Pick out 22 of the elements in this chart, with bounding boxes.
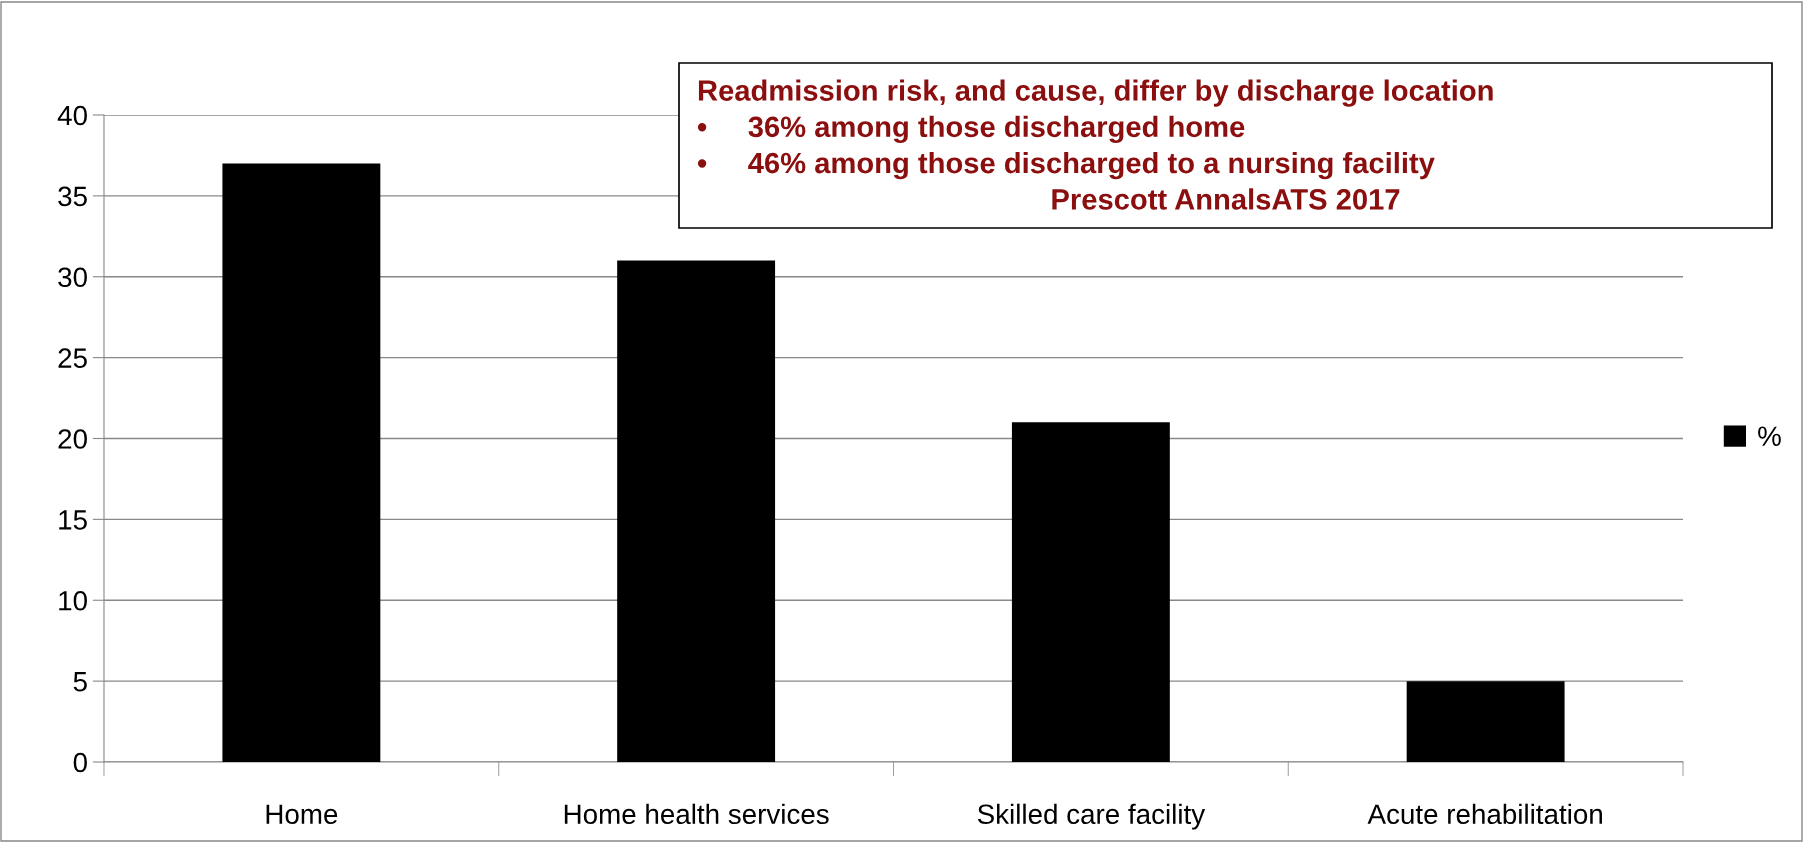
y-tick-label: 25	[58, 348, 87, 368]
x-tick-label: Skilled care facility	[977, 803, 1206, 830]
bar	[1011, 422, 1170, 762]
text: Readmission risk, and cause, differ by discharge location	[698, 79, 1493, 107]
x-tick-label: Home health services	[564, 803, 829, 825]
y-tick-label: 40	[57, 105, 87, 126]
y-tick-label: 20	[58, 429, 87, 449]
x-tick-label: Acute rehabilitation	[1367, 803, 1602, 825]
y-tick-label: 10	[59, 590, 87, 611]
y-tick-label: 15	[59, 510, 87, 530]
x-tick-label: Home	[266, 804, 338, 825]
annotation: • 36% among those discharged home	[697, 115, 1245, 144]
annotation: Prescott AnnalsATS 2017	[1052, 188, 1400, 210]
annotation: • 46% among those discharged to a nursing facility	[697, 151, 1435, 180]
y-tick-label: 35	[58, 186, 87, 207]
y-tick-label: 5	[73, 672, 87, 692]
y-tick-label: 30	[58, 267, 87, 288]
bar	[1406, 681, 1565, 762]
bar	[617, 260, 776, 762]
y-tick-label: 0	[73, 752, 87, 773]
bar	[222, 163, 381, 762]
legend-label: %	[1758, 426, 1781, 446]
